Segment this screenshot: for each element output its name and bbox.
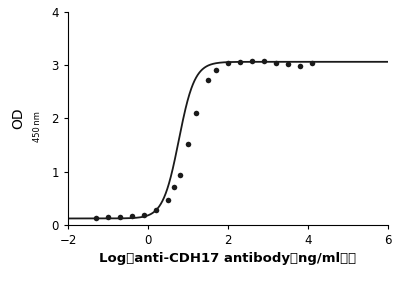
Point	[261, 58, 267, 63]
Point	[213, 68, 219, 73]
Point	[193, 111, 199, 115]
Point	[205, 78, 211, 82]
Point	[249, 59, 255, 64]
Point	[237, 60, 243, 65]
Point	[177, 172, 183, 177]
X-axis label: Log（anti-CDH17 antibody（ng/ml））: Log（anti-CDH17 antibody（ng/ml））	[100, 252, 356, 265]
Point	[225, 61, 231, 65]
Point	[117, 214, 123, 219]
Text: OD: OD	[11, 108, 26, 129]
Point	[141, 212, 147, 217]
Point	[185, 142, 191, 147]
Point	[273, 61, 279, 65]
Point	[165, 197, 171, 202]
Point	[129, 214, 135, 218]
Text: 450 nm: 450 nm	[33, 112, 42, 142]
Point	[153, 208, 159, 213]
Point	[105, 215, 111, 220]
Point	[309, 61, 315, 66]
Point	[171, 185, 177, 189]
Point	[93, 216, 99, 221]
Point	[297, 64, 303, 68]
Point	[285, 62, 291, 66]
